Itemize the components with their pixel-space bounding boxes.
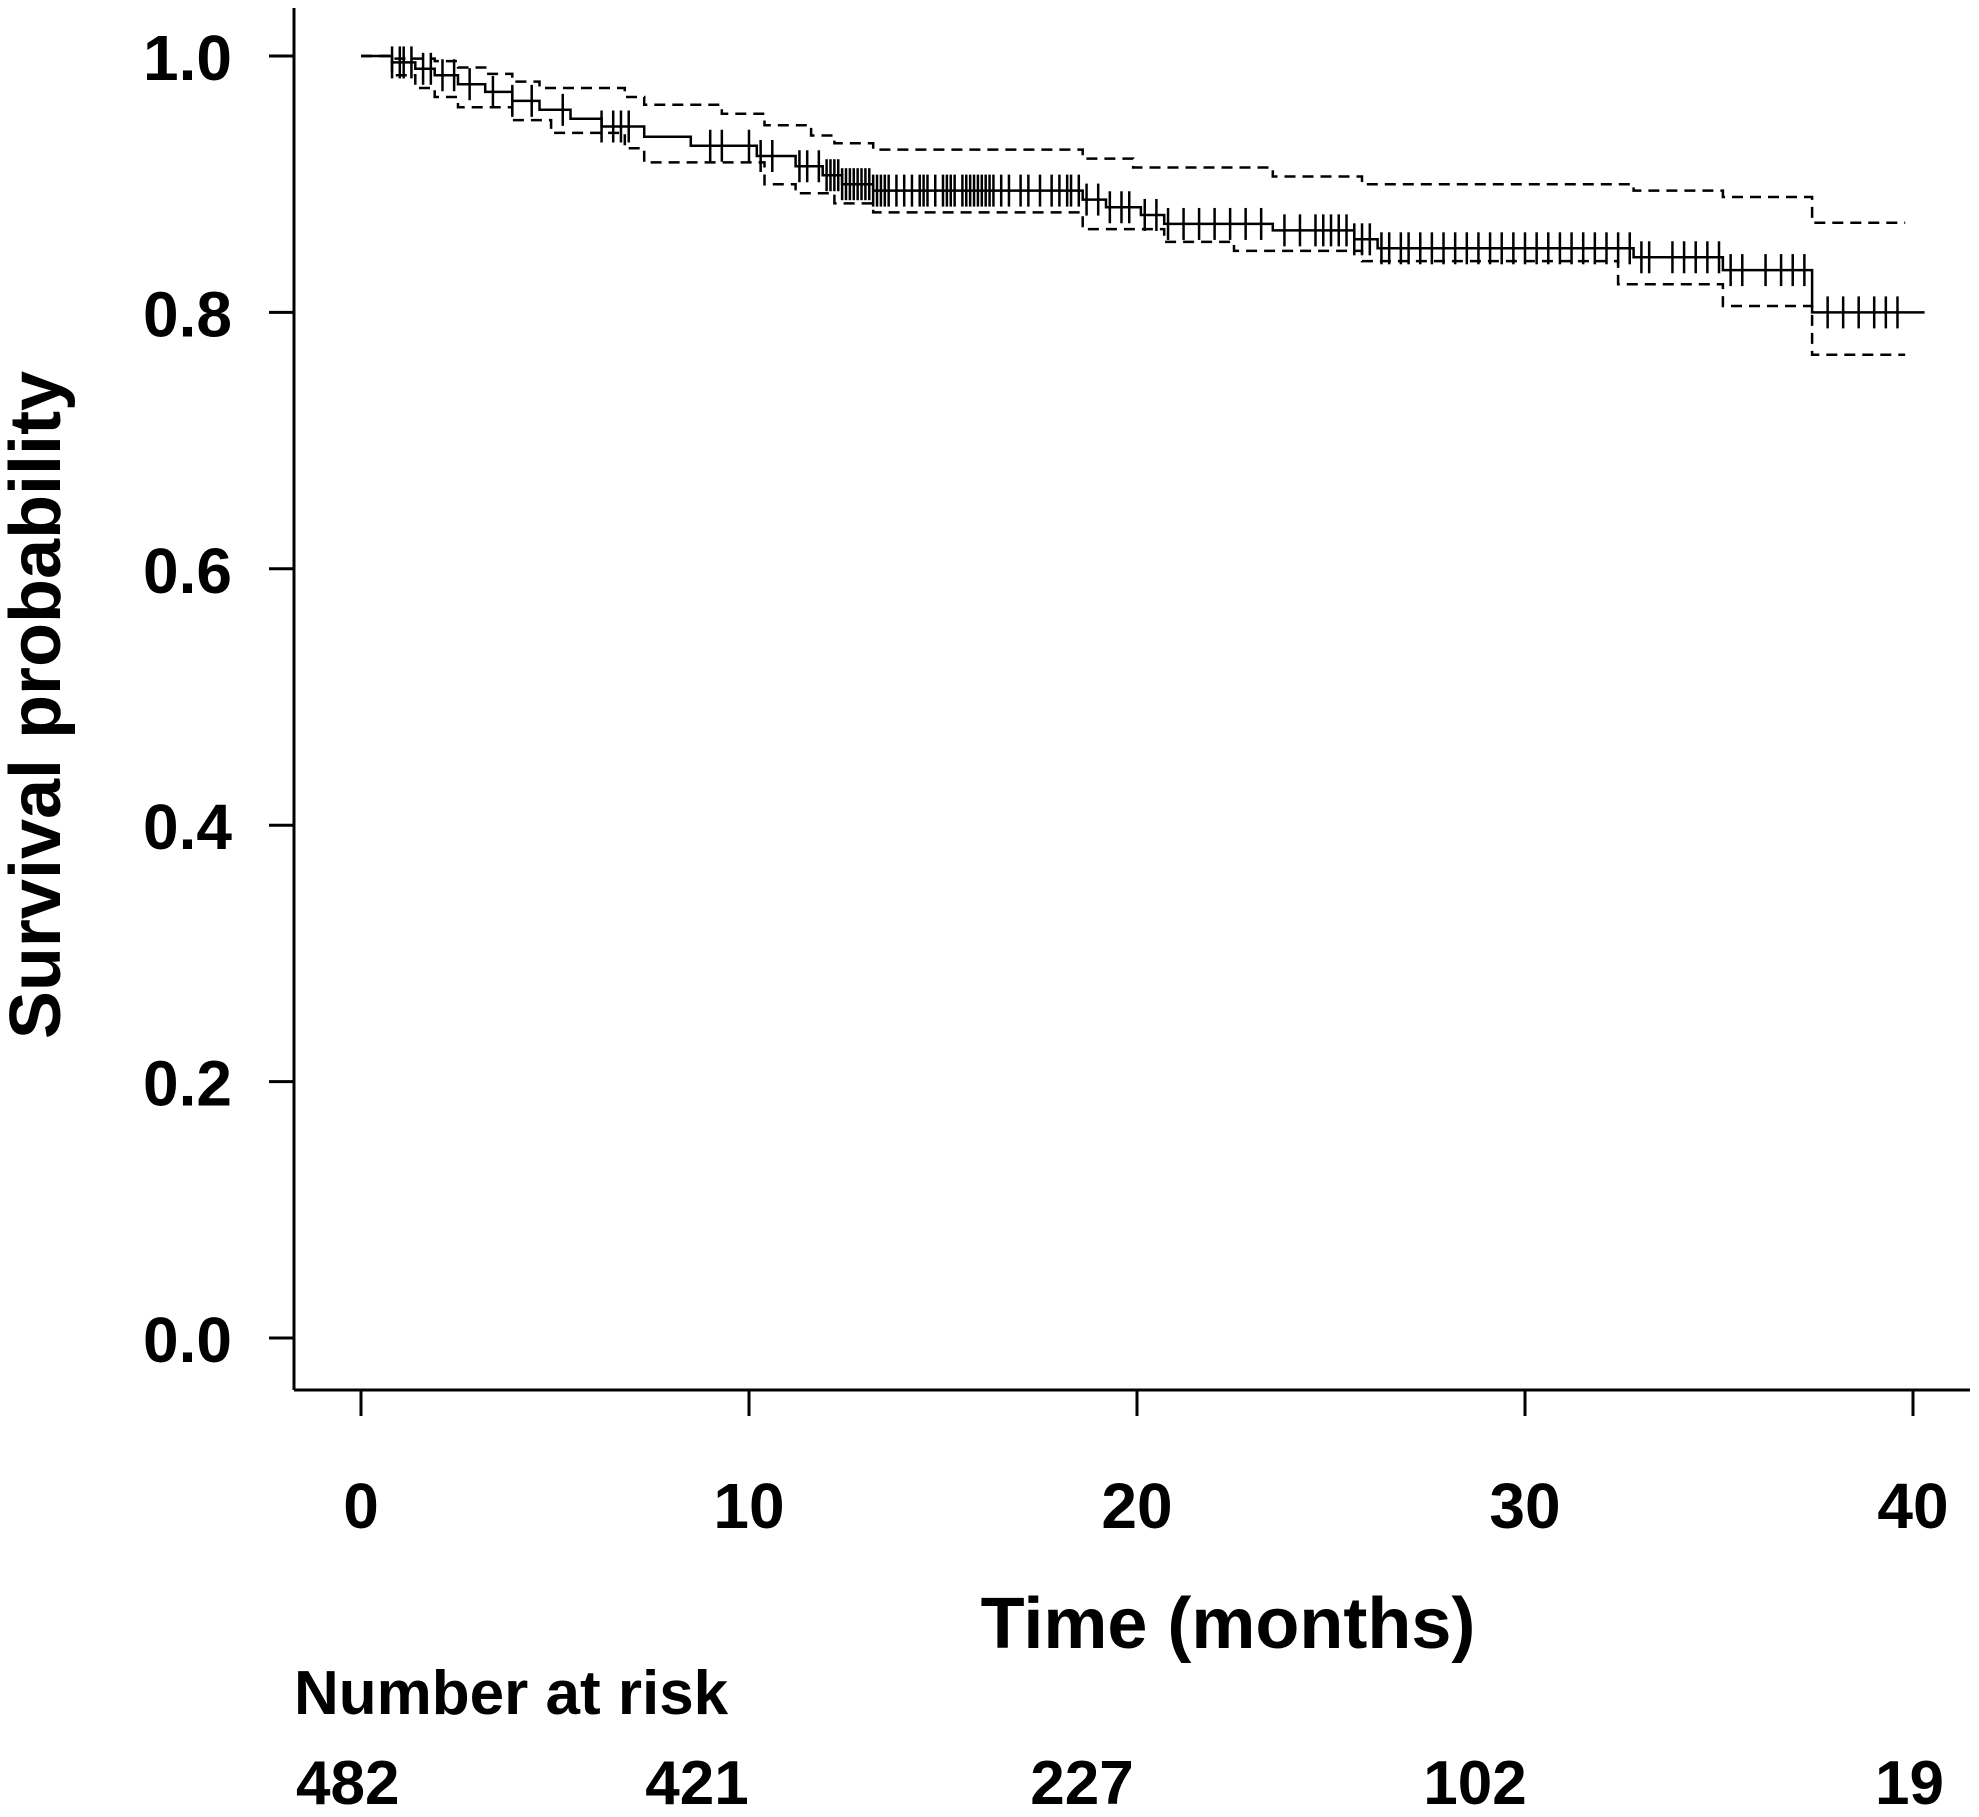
- y-tick-label: 0.2: [143, 1048, 232, 1120]
- censor-marks: [390, 46, 1899, 329]
- plot-series: [361, 54, 1925, 356]
- y-axis-title: Survival probability: [0, 371, 76, 1039]
- y-tick-label: 0.0: [143, 1304, 232, 1376]
- x-axis-title: Time (months): [981, 1584, 1476, 1664]
- y-tick-label: 0.6: [143, 535, 232, 607]
- survival-curve: [361, 54, 1925, 314]
- y-tick-label: 0.4: [143, 791, 232, 863]
- risk-value: 421: [645, 1749, 748, 1812]
- x-tick-label: 10: [713, 1470, 784, 1542]
- x-tick-label: 0: [343, 1470, 379, 1542]
- risk-value: 227: [1030, 1749, 1133, 1812]
- x-tick-label: 40: [1877, 1470, 1948, 1542]
- x-tick-label: 30: [1489, 1470, 1560, 1542]
- x-tick-label: 20: [1101, 1470, 1172, 1542]
- risk-value: 482: [296, 1749, 399, 1812]
- risk-value: 19: [1875, 1749, 1944, 1812]
- risk-table-values: 482 421 227 102 19: [296, 1749, 1944, 1817]
- lower-ci-curve: [361, 54, 1906, 356]
- y-tick-label: 1.0: [143, 22, 232, 94]
- upper-ci-curve: [361, 54, 1906, 224]
- y-tick-label: 0.8: [143, 278, 232, 350]
- risk-table-title: Number at risk: [294, 1659, 729, 1728]
- risk-value: 102: [1423, 1749, 1526, 1812]
- y-axis-ticks: 0.0 0.2 0.4 0.6 0.8 1.0: [143, 22, 294, 1376]
- axes: [292, 8, 1970, 1392]
- x-axis-ticks: 0 10 20 30 40: [343, 1390, 1949, 1542]
